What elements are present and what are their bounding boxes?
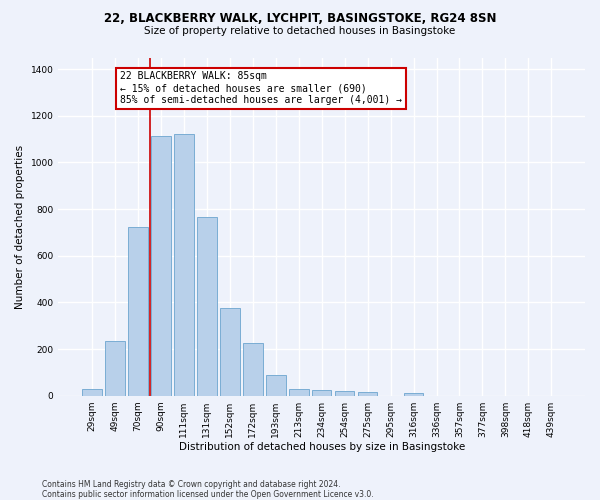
Bar (243, 343, 263, 396)
Bar (151, 136, 171, 396)
Y-axis label: Number of detached properties: Number of detached properties (15, 144, 25, 308)
Bar (82, 388, 102, 396)
Bar (106, 341, 125, 396)
Bar (174, 134, 194, 396)
Bar (358, 392, 377, 396)
Bar (220, 308, 239, 396)
Text: 22 BLACKBERRY WALK: 85sqm
← 15% of detached houses are smaller (690)
85% of semi: 22 BLACKBERRY WALK: 85sqm ← 15% of detac… (119, 72, 401, 104)
Bar (197, 218, 217, 396)
X-axis label: Distribution of detached houses by size in Basingstoke: Distribution of detached houses by size … (179, 442, 465, 452)
Bar (128, 226, 148, 396)
Bar (404, 394, 424, 396)
Text: Size of property relative to detached houses in Basingstoke: Size of property relative to detached ho… (145, 26, 455, 36)
Bar (266, 374, 286, 396)
Bar (312, 390, 331, 396)
Bar (335, 391, 355, 396)
Text: 22, BLACKBERRY WALK, LYCHPIT, BASINGSTOKE, RG24 8SN: 22, BLACKBERRY WALK, LYCHPIT, BASINGSTOK… (104, 12, 496, 26)
Text: Contains HM Land Registry data © Crown copyright and database right 2024.
Contai: Contains HM Land Registry data © Crown c… (42, 480, 374, 499)
Bar (289, 388, 308, 396)
